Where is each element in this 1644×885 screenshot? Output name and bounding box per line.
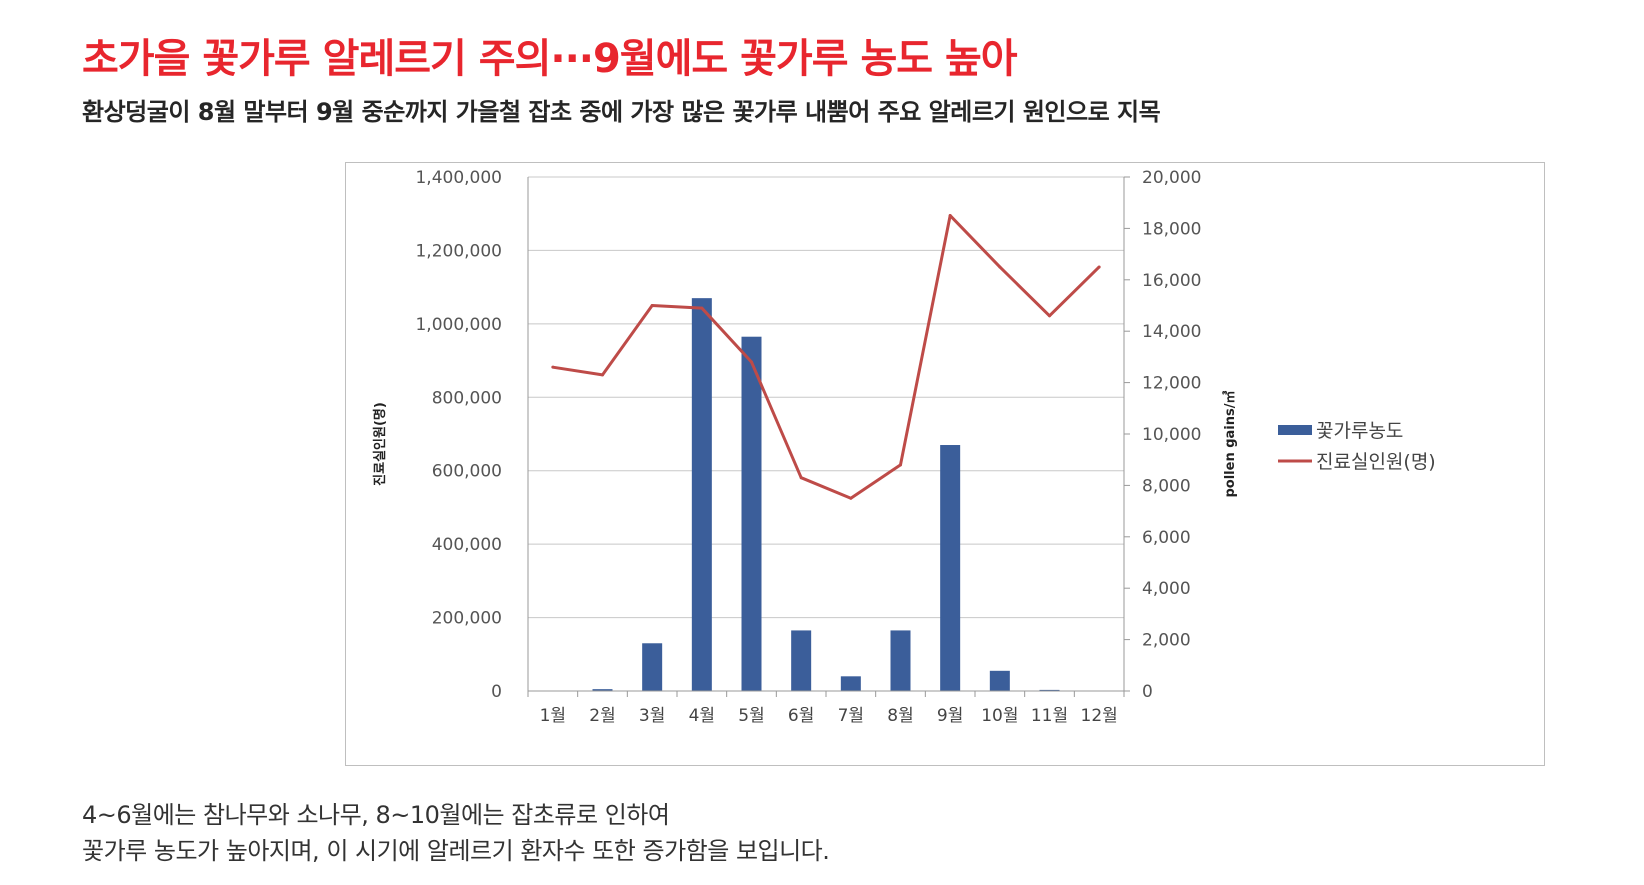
x-tick-label: 7월 [838, 706, 864, 726]
caption-line-2: 꽃가루 농도가 높아지며, 이 시기에 알레르기 환자수 또한 증가함을 보입니… [82, 837, 830, 865]
x-tick-label: 10월 [981, 706, 1018, 726]
line-point [799, 476, 803, 480]
x-tick-label: 6월 [788, 706, 814, 726]
line-point [948, 214, 952, 218]
chart-frame: 0 200,000 400,000 600,000 800,000 1,000,000 1,… [345, 162, 1545, 766]
right-tick-label: 6,000 [1142, 528, 1191, 548]
right-tick-label: 8,000 [1142, 476, 1191, 496]
line-series [552, 214, 1101, 500]
bar [989, 670, 1010, 691]
line-point [750, 360, 753, 364]
caption: 4~6월에는 참나무와 소나무, 8~10월에는 잡초류로 인하여 꽃가루 농도… [82, 797, 830, 869]
x-tick-label: 9월 [937, 706, 963, 726]
left-tick-label: 400,000 [432, 535, 502, 555]
headline: 초가을 꽃가루 알레르기 주의···9월에도 꽃가루 농도 높아 [82, 36, 1018, 82]
line-point [1097, 265, 1101, 269]
legend-label-bar: 꽃가루농도 [1316, 420, 1403, 442]
subheadline: 환상덩굴이 8월 말부터 9월 중순까지 가을철 잡초 중에 가장 많은 꽃가루… [82, 98, 1161, 126]
right-tick-label: 20,000 [1142, 168, 1201, 188]
bar [741, 336, 762, 691]
right-tick-label: 4,000 [1142, 579, 1191, 599]
bar [592, 689, 613, 691]
x-tick-label: 1월 [540, 706, 566, 726]
left-tick-label: 1,200,000 [415, 241, 502, 261]
left-tick-label: 800,000 [432, 388, 502, 408]
line-point [650, 304, 654, 307]
right-tick-label: 16,000 [1142, 271, 1201, 291]
right-tick-label: 2,000 [1142, 631, 1191, 651]
bar [1039, 689, 1060, 691]
x-tick-label: 2월 [589, 706, 615, 726]
line-point [998, 265, 1002, 269]
bar [642, 643, 663, 691]
x-tick-label: 11월 [1031, 706, 1068, 726]
right-tick-label: 12,000 [1142, 374, 1201, 394]
left-tick-label: 1,000,000 [415, 315, 502, 335]
legend-label-line: 진료실인원(명) [1316, 451, 1436, 473]
x-tick-label: 12월 [1081, 706, 1118, 726]
x-tick-label: 4월 [689, 706, 715, 726]
x-tick-label: 3월 [639, 706, 665, 726]
bar [890, 630, 911, 691]
right-tick-label: 18,000 [1142, 219, 1201, 239]
left-tick-label: 200,000 [432, 609, 502, 629]
left-tick-label: 0 [491, 682, 502, 702]
bar [940, 445, 961, 691]
left-axis-title: 진료실인원(명) [372, 402, 388, 486]
legend-swatch-bar [1278, 425, 1312, 435]
right-tick-label: 14,000 [1142, 322, 1201, 342]
right-axis-title: pollen gains/㎥ [1222, 390, 1238, 497]
bar [791, 630, 812, 691]
left-tick-label: 600,000 [432, 462, 502, 482]
bar [840, 676, 861, 691]
caption-line-1: 4~6월에는 참나무와 소나무, 8~10월에는 잡초류로 인하여 [82, 801, 670, 829]
line-point [1048, 314, 1051, 318]
right-tick-label: 0 [1142, 682, 1153, 702]
line-point [601, 373, 604, 377]
combo-chart: 0 200,000 400,000 600,000 800,000 1,000,000 1,… [372, 168, 1436, 726]
x-tick-label: 8월 [887, 706, 913, 726]
bar [691, 298, 712, 691]
x-tick-label: 5월 [738, 706, 764, 726]
line-point [700, 306, 704, 310]
line-point [551, 365, 555, 369]
right-tick-label: 10,000 [1142, 425, 1201, 445]
line-point [849, 496, 853, 500]
left-tick-label: 1,400,000 [415, 168, 502, 188]
line-point [899, 463, 902, 467]
